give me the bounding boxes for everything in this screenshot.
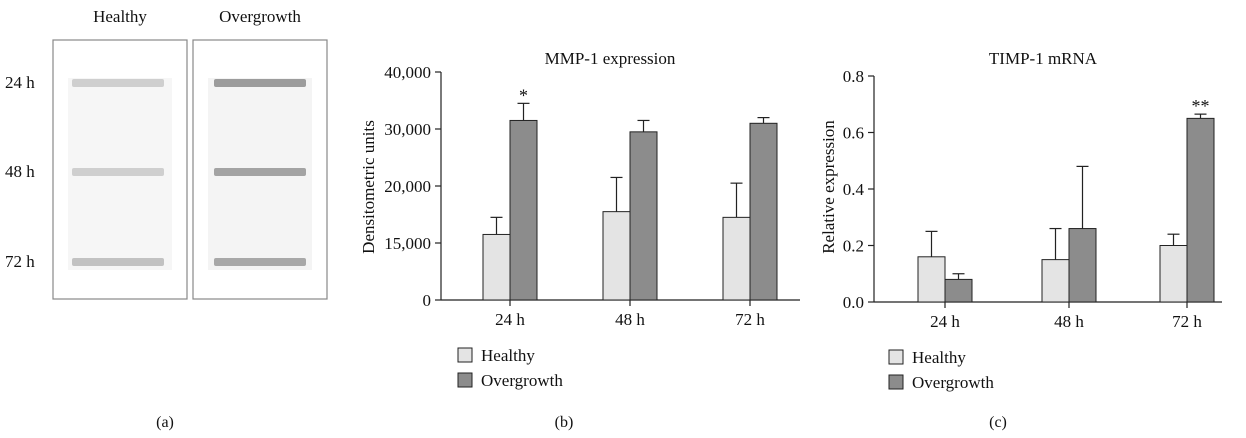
plot-area: 0 15,000 20,000 30,000 40,000 24 h * 48 h 72 h bbox=[384, 63, 800, 329]
chart-title: MMP-1 expression bbox=[545, 49, 676, 68]
panel-a-blot: Healthy Overgrowth 24 h 48 h 72 h (a) bbox=[0, 0, 330, 438]
legend-swatch-overgrowth bbox=[888, 374, 904, 390]
blot-svg: Healthy Overgrowth 24 h 48 h 72 h (a) bbox=[5, 7, 328, 431]
y-axis-label: Relative expression bbox=[819, 120, 838, 254]
band-healthy-48h bbox=[72, 168, 164, 176]
legend-label-overgrowth: Overgrowth bbox=[912, 373, 994, 392]
x-tick-label: 24 h bbox=[495, 310, 525, 329]
bar-healthy bbox=[917, 256, 946, 303]
legend-label-healthy: Healthy bbox=[481, 346, 535, 365]
x-tick-label: 72 h bbox=[1172, 312, 1202, 331]
row-label-24h: 24 h bbox=[5, 73, 35, 92]
bar-healthy bbox=[722, 216, 751, 301]
panel-b-chart: MMP-1 expression Densitometric units 0 15… bbox=[340, 0, 810, 438]
y-tick-label: 0.0 bbox=[843, 293, 864, 312]
bar-healthy bbox=[482, 233, 511, 301]
bar-overgrowth bbox=[1068, 228, 1097, 303]
band-healthy-24h bbox=[72, 79, 164, 87]
bar-overgrowth bbox=[509, 119, 538, 301]
legend-swatch-healthy bbox=[457, 347, 473, 363]
y-axis-label: Densitometric units bbox=[359, 120, 378, 254]
y-tick-label: 0.4 bbox=[843, 180, 865, 199]
y-tick-label: 0.2 bbox=[843, 237, 864, 256]
y-tick-label: 0 bbox=[423, 291, 432, 310]
y-tick-label: 0.8 bbox=[843, 67, 864, 86]
significance-marker: * bbox=[519, 85, 528, 105]
bar-healthy bbox=[1159, 245, 1188, 303]
bar-overgrowth bbox=[1186, 117, 1215, 303]
x-tick-label: 72 h bbox=[735, 310, 765, 329]
bar-overgrowth bbox=[944, 278, 973, 303]
bar-healthy bbox=[1041, 259, 1070, 303]
chart-title: TIMP-1 mRNA bbox=[989, 49, 1098, 68]
legend-swatch-overgrowth bbox=[457, 372, 473, 388]
y-tick-label: 20,000 bbox=[384, 177, 431, 196]
y-tick-label: 15,000 bbox=[384, 234, 431, 253]
legend: Healthy Overgrowth bbox=[457, 346, 563, 390]
significance-marker: ** bbox=[1192, 96, 1210, 116]
row-label-72h: 72 h bbox=[5, 252, 35, 271]
legend-label-healthy: Healthy bbox=[912, 348, 966, 367]
panel-label-a: (a) bbox=[156, 414, 174, 431]
x-tick-label: 24 h bbox=[930, 312, 960, 331]
panel-label-c: (c) bbox=[989, 414, 1007, 431]
row-label-48h: 48 h bbox=[5, 162, 35, 181]
y-tick-label: 30,000 bbox=[384, 120, 431, 139]
band-overgrowth-24h bbox=[214, 79, 306, 87]
plot-area: 0.0 0.2 0.4 0.6 0.8 24 h 48 h 72 h ** bbox=[843, 67, 1222, 331]
column-label-healthy: Healthy bbox=[93, 7, 147, 26]
mmp1-chart-svg: MMP-1 expression Densitometric units 0 15… bbox=[359, 49, 800, 431]
timp1-chart-svg: TIMP-1 mRNA Relative expression 0.00.20.… bbox=[819, 49, 1222, 431]
band-overgrowth-72h bbox=[214, 258, 306, 266]
y-tick-label: 0.6 bbox=[843, 124, 864, 143]
bar-overgrowth bbox=[629, 131, 658, 301]
column-label-overgrowth: Overgrowth bbox=[219, 7, 301, 26]
band-healthy-72h bbox=[72, 258, 164, 266]
x-tick-label: 48 h bbox=[615, 310, 645, 329]
x-tick-label: 48 h bbox=[1054, 312, 1084, 331]
band-overgrowth-48h bbox=[214, 168, 306, 176]
legend-swatch-healthy bbox=[888, 349, 904, 365]
legend-label-overgrowth: Overgrowth bbox=[481, 371, 563, 390]
panel-c-chart: TIMP-1 mRNA Relative expression 0.0 0.2 0.… bbox=[819, 0, 1246, 438]
bar-overgrowth bbox=[749, 122, 778, 301]
bar-healthy bbox=[602, 211, 631, 301]
y-tick-label: 40,000 bbox=[384, 63, 431, 82]
panel-label-b: (b) bbox=[555, 414, 574, 431]
legend: Healthy Overgrowth bbox=[888, 348, 994, 392]
